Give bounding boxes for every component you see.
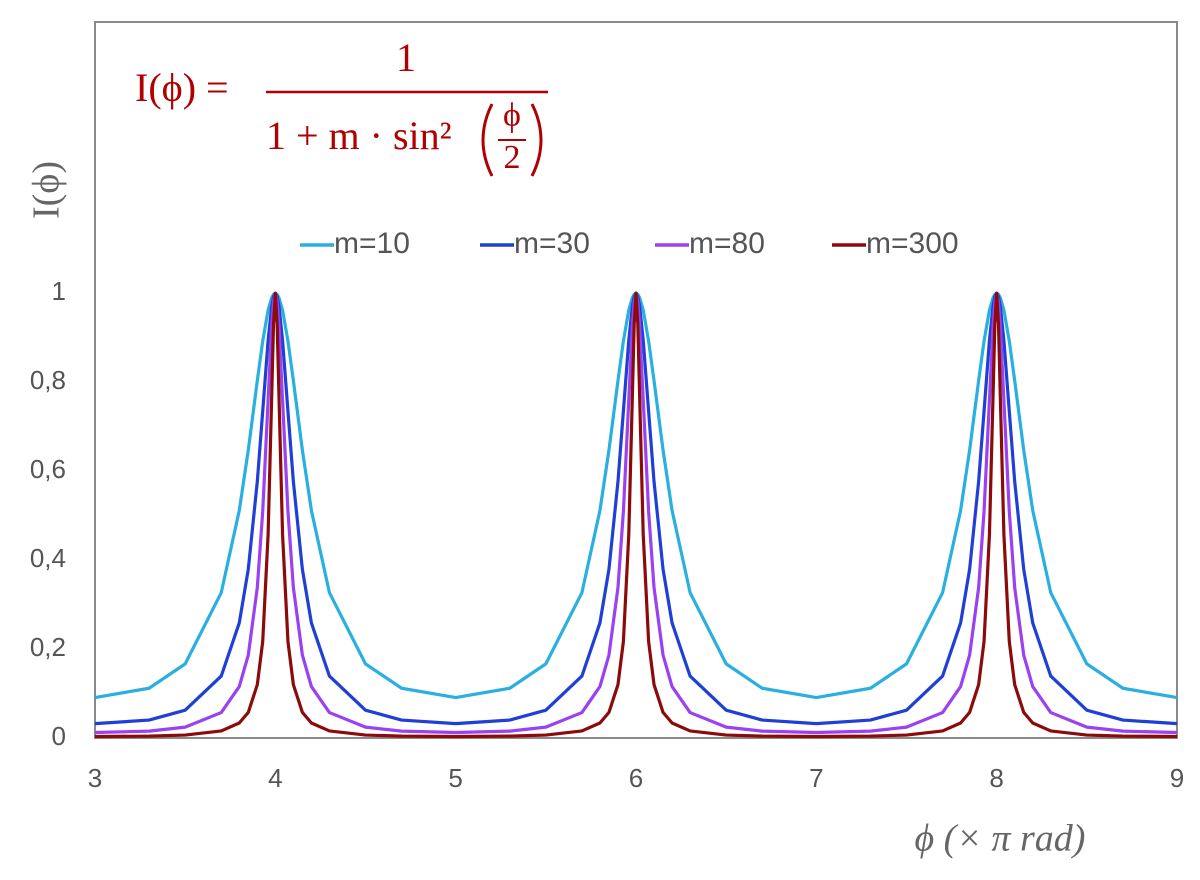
paren (530, 103, 543, 177)
formula-numerator: 1 (396, 35, 416, 80)
y-axis-label: I(ϕ) (26, 161, 68, 219)
legend-label: m=80 (689, 227, 765, 260)
y-tick-label: 0 (52, 721, 66, 751)
x-tick-label: 5 (448, 763, 462, 793)
y-tick-label: 0,6 (30, 454, 66, 484)
y-tick-label: 0,8 (30, 365, 66, 395)
series-line (94, 291, 1178, 735)
y-tick-label: 0,4 (30, 543, 66, 573)
paren (481, 103, 494, 177)
x-tick-label: 6 (629, 763, 643, 793)
formula-denominator: 1 + m · sin² (266, 113, 452, 158)
x-axis-label: ϕ (× π rad) (915, 818, 1086, 860)
formula-inner-denominator: 2 (504, 139, 521, 176)
formula-lhs: I(ϕ) = (135, 65, 229, 110)
x-tick-label: 4 (268, 763, 282, 793)
formula: I(ϕ) = 1 1 + m · sin² ϕ 2 (135, 35, 548, 177)
x-tick-label: 9 (1170, 763, 1184, 793)
y-tick-label: 1 (52, 276, 66, 306)
y-tick-label: 0,2 (30, 632, 66, 662)
series-line (94, 291, 1178, 739)
x-tick-label: 3 (88, 763, 102, 793)
x-tick-label: 7 (809, 763, 823, 793)
series-line (94, 291, 1178, 726)
x-tick-label: 8 (989, 763, 1003, 793)
plot-frame (94, 21, 1178, 739)
legend-label: m=10 (334, 227, 410, 260)
legend-label: m=30 (514, 227, 590, 260)
legend-label: m=300 (866, 227, 959, 260)
formula-inner-numerator: ϕ (503, 97, 521, 134)
